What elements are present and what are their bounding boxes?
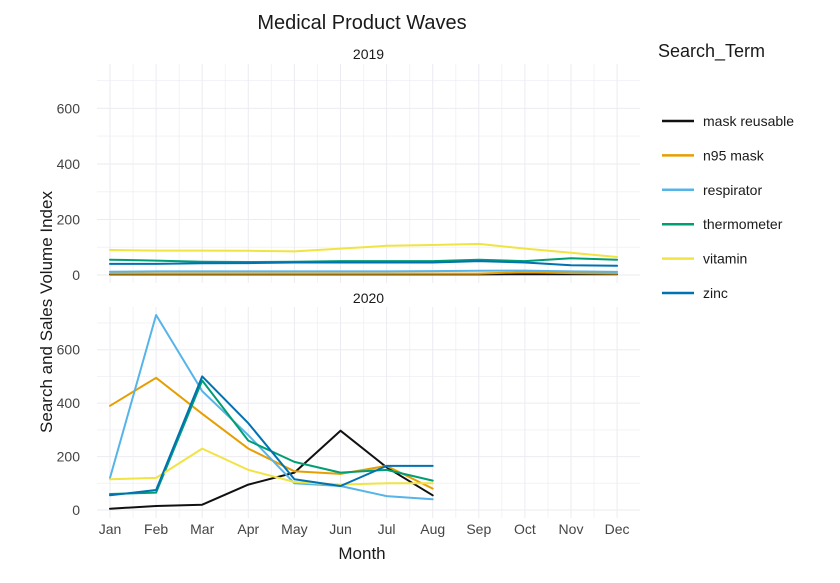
y-tick-label: 400 bbox=[57, 395, 81, 411]
x-tick-label: Mar bbox=[190, 521, 214, 537]
y-tick-label: 200 bbox=[57, 449, 81, 465]
y-tick-label: 0 bbox=[72, 502, 80, 518]
facet-label: 2019 bbox=[353, 46, 384, 62]
y-tick-label: 0 bbox=[72, 267, 80, 283]
series-line-respirator bbox=[109, 269, 619, 273]
x-tick-label: Apr bbox=[237, 521, 259, 537]
facet-panel: 2020 0 200 400 600 bbox=[57, 290, 640, 518]
legend-label: mask reusable bbox=[703, 113, 794, 129]
x-tick-label: Jan bbox=[99, 521, 122, 537]
x-tick-label: Nov bbox=[559, 521, 584, 537]
x-axis-title: Month bbox=[338, 544, 385, 563]
series-line-mask-reusable bbox=[109, 429, 434, 510]
series-line-thermometer bbox=[109, 257, 619, 263]
legend-label: zinc bbox=[703, 285, 728, 301]
y-axis-title: Search and Sales Volume Index bbox=[37, 191, 56, 433]
legend-title: Search_Term bbox=[658, 41, 765, 62]
x-tick-label: Sep bbox=[466, 521, 491, 537]
x-tick-label: Dec bbox=[605, 521, 630, 537]
x-tick-label: Oct bbox=[514, 521, 536, 537]
legend-label: vitamin bbox=[703, 251, 747, 267]
series-line-respirator bbox=[109, 314, 434, 501]
x-tick-label: May bbox=[281, 521, 307, 537]
legend-item: mask reusable bbox=[662, 113, 794, 129]
legend-item: thermometer bbox=[662, 216, 783, 232]
facet-label: 2020 bbox=[353, 290, 384, 306]
legend-label: n95 mask bbox=[703, 147, 765, 163]
y-tick-label: 600 bbox=[57, 342, 81, 358]
legend-item: respirator bbox=[662, 182, 762, 198]
series-line-vitamin bbox=[109, 242, 619, 258]
x-tick-label: Jun bbox=[329, 521, 352, 537]
legend-item: vitamin bbox=[662, 251, 747, 267]
x-tick-label: Jul bbox=[378, 521, 396, 537]
legend-label: thermometer bbox=[703, 216, 783, 232]
series-line-zinc bbox=[109, 375, 434, 497]
series-line-n95-mask bbox=[109, 271, 619, 275]
legend-label: respirator bbox=[703, 182, 762, 198]
series-line-zinc bbox=[109, 260, 619, 267]
facet-panels: 2019 0 200 400 600 2020 0 200 400 600 bbox=[57, 46, 640, 518]
legend: mask reusable n95 mask respirator thermomet… bbox=[662, 113, 794, 301]
x-tick-label: Aug bbox=[420, 521, 445, 537]
y-tick-label: 400 bbox=[57, 156, 81, 172]
chart-title: Medical Product Waves bbox=[257, 12, 466, 34]
x-tick-label: Feb bbox=[144, 521, 168, 537]
x-axis-ticks: Jan Feb Mar Apr May Jun Jul Aug Sep Oct Nov Dec bbox=[99, 521, 630, 537]
y-tick-label: 200 bbox=[57, 211, 81, 227]
facet-panel: 2019 0 200 400 600 bbox=[57, 46, 640, 283]
legend-item: n95 mask bbox=[662, 147, 765, 163]
legend-item: zinc bbox=[662, 285, 728, 301]
y-tick-label: 600 bbox=[57, 100, 81, 116]
